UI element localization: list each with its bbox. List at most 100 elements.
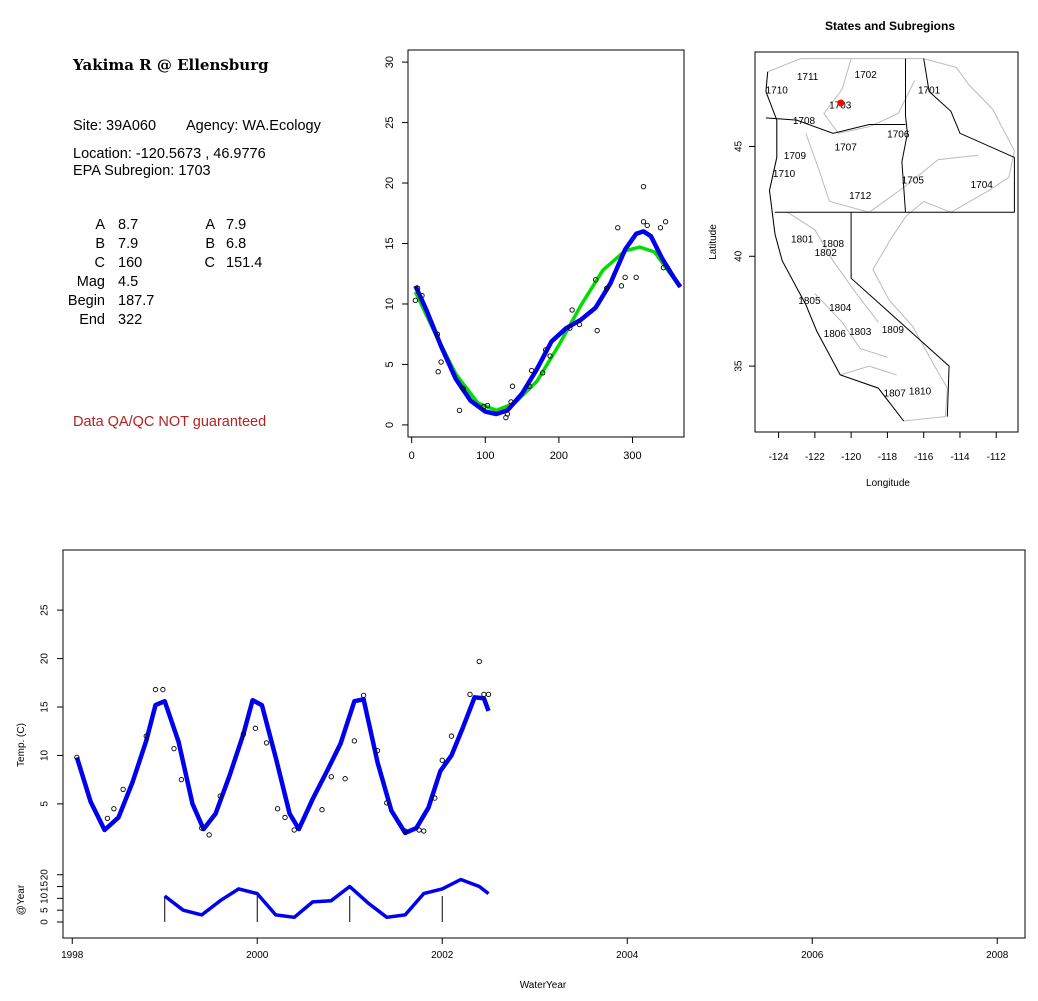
region-label: 1801	[791, 235, 814, 246]
region-label: 1810	[909, 386, 932, 397]
data-point	[456, 407, 463, 414]
data-point	[569, 307, 575, 313]
y-tick-label: 15	[40, 701, 51, 713]
smooth-fit-line	[413, 229, 683, 417]
seasonal-chart: 0 100 200 300 0 5 10 15 20 25 30	[384, 49, 685, 462]
subregion-boundary	[823, 58, 916, 134]
param-value: 4.5	[118, 274, 139, 290]
data-point	[660, 265, 667, 271]
data-point	[576, 321, 583, 328]
x-tick-label: -112	[987, 452, 1007, 463]
site-line: Site: 39A060	[73, 118, 157, 134]
data-point	[384, 800, 390, 806]
subregion-boundary	[787, 211, 879, 323]
region-label: 1712	[849, 191, 872, 202]
data-point	[319, 807, 325, 813]
y-tick-label: 20	[384, 177, 396, 189]
region-label: 1701	[918, 85, 941, 96]
agency-line: Agency: WA.Ecology	[186, 118, 321, 134]
data-point	[104, 815, 111, 822]
region-label: 1710	[773, 169, 796, 180]
y-tick-label: 15	[384, 237, 396, 249]
data-point	[640, 219, 647, 225]
param-value: 7.9	[226, 217, 247, 233]
data-point	[402, 828, 408, 834]
data-point	[412, 297, 419, 303]
data-point	[199, 825, 205, 831]
data-point	[434, 331, 441, 337]
data-point	[644, 222, 650, 229]
data-point	[467, 691, 473, 698]
param-label: A	[95, 217, 105, 233]
map-title: States and Subregions	[825, 19, 955, 33]
param-label: End	[79, 312, 105, 328]
x-tick-label: 100	[476, 450, 494, 462]
region-label: 1804	[829, 303, 852, 314]
param-value: 8.7	[118, 217, 139, 233]
data-point	[419, 292, 425, 299]
x-tick-label: 1998	[61, 950, 84, 961]
data-point	[206, 832, 212, 838]
data-point	[540, 370, 546, 376]
data-point	[485, 691, 492, 698]
y-tick-label: 35	[734, 360, 745, 372]
x-tick-label: 2002	[431, 950, 454, 961]
x-tick-label: -120	[841, 452, 861, 463]
qa-note: Data QA/QC NOT guaranteed	[73, 414, 267, 430]
x-tick-label: 2004	[616, 950, 639, 961]
temperature-fit-line	[74, 695, 491, 836]
data-point	[217, 793, 223, 799]
region-label: 1809	[882, 325, 905, 336]
data-point	[342, 776, 348, 782]
region-label: 1705	[902, 175, 925, 186]
data-point	[360, 692, 367, 699]
data-point	[476, 658, 482, 665]
param-value: 160	[118, 255, 143, 271]
y-tick-label: 30	[384, 56, 396, 68]
state-line	[901, 58, 908, 213]
data-point	[615, 225, 621, 231]
data-point	[439, 757, 445, 763]
param-value: 322	[118, 312, 143, 328]
data-point	[152, 686, 159, 693]
region-label: 1704	[971, 180, 994, 191]
param-label: C	[94, 255, 105, 271]
data-point	[252, 725, 259, 731]
location-line: Location: -120.5673 , 46.9776	[73, 146, 266, 162]
x-tick-label: -118	[878, 452, 898, 463]
data-point	[171, 746, 177, 752]
param-label: B	[95, 236, 105, 252]
coastline	[765, 71, 905, 422]
data-point	[567, 325, 573, 331]
data-point	[351, 738, 358, 744]
data-point	[416, 827, 422, 833]
y2-tick-label: 5	[40, 907, 51, 913]
x-tick-label: -114	[950, 452, 970, 463]
region-label: 1806	[824, 329, 847, 340]
data-point	[74, 754, 80, 761]
data-point	[111, 806, 117, 812]
y2-tick-label: 15	[40, 881, 51, 893]
data-point	[547, 353, 553, 359]
subregion-boundary	[805, 133, 979, 213]
x-tick-label: 200	[550, 450, 568, 462]
data-point	[160, 686, 166, 693]
data-point	[435, 369, 441, 375]
param-label: A	[205, 217, 215, 233]
y-tick-label: 10	[40, 749, 51, 761]
y2-tick-label: 10	[40, 892, 51, 904]
data-point	[274, 806, 281, 812]
data-point	[143, 733, 149, 739]
region-label: 1707	[835, 142, 858, 153]
data-point	[484, 402, 491, 409]
x-tick-label: -122	[805, 452, 825, 463]
x-axis-label: Longitude	[866, 478, 910, 489]
x-tick-label: 2006	[801, 950, 824, 961]
y-tick-label: 5	[40, 801, 51, 807]
subregion-boundary	[840, 365, 897, 376]
x-tick-label: 2000	[246, 950, 269, 961]
y-tick-label: 45	[734, 140, 745, 152]
data-point	[328, 774, 334, 780]
data-point	[291, 827, 297, 833]
y-axis-label: Temp. (C)	[16, 723, 27, 767]
